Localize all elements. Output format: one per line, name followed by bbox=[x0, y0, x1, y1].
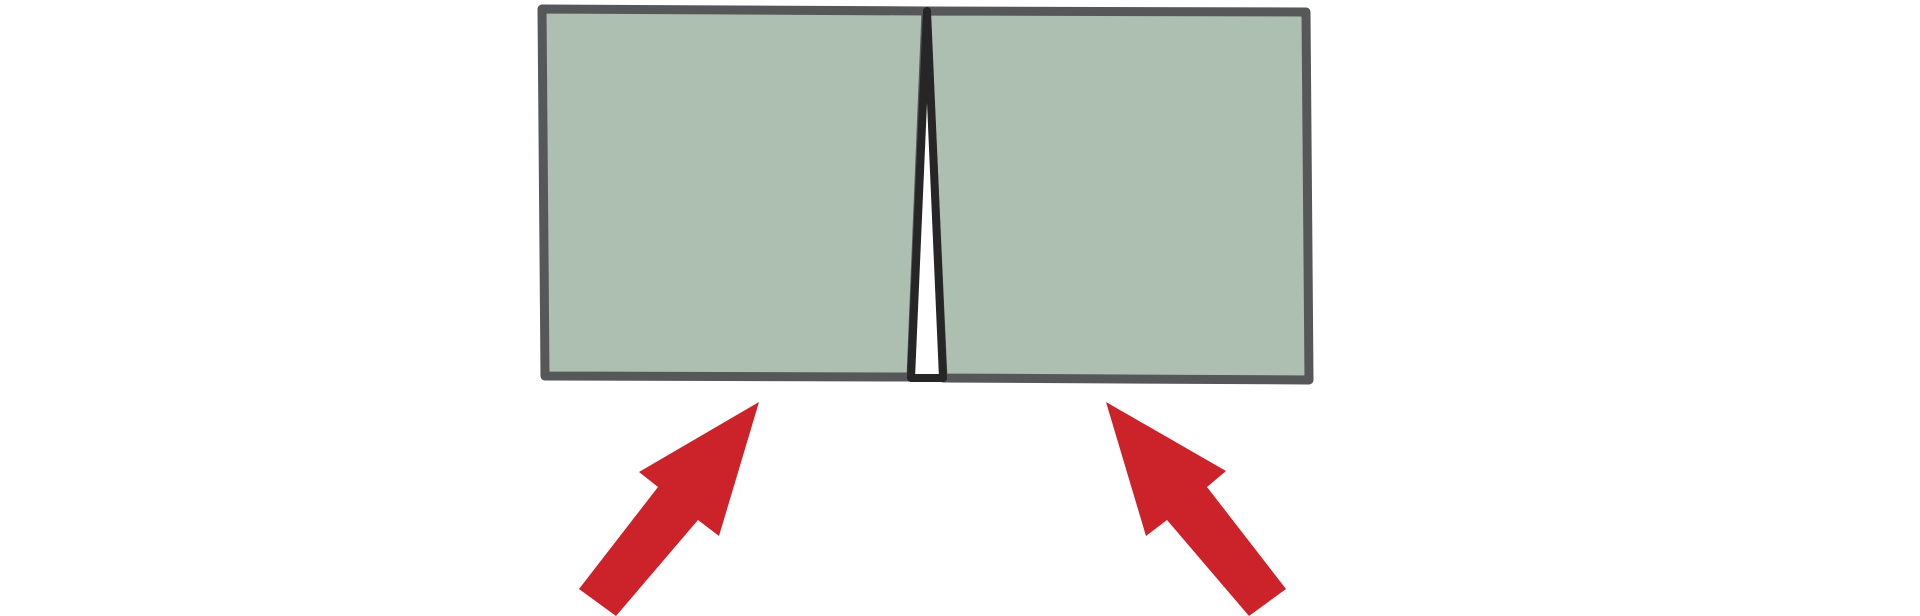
center-wedge-gap bbox=[907, 7, 947, 382]
panel-right-half bbox=[921, 6, 1314, 385]
panel-left-half bbox=[537, 4, 931, 382]
right-arrow-icon bbox=[1106, 402, 1286, 616]
left-arrow-icon bbox=[579, 402, 759, 616]
